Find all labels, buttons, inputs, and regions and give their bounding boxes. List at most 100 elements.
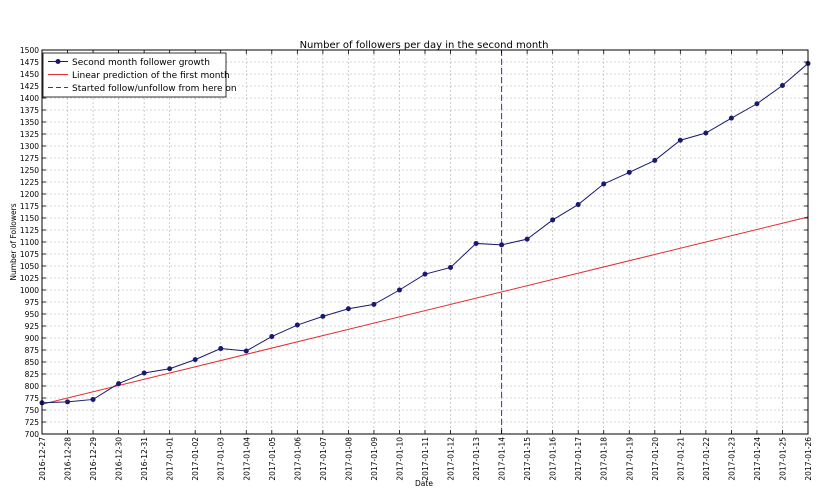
y-tick-label: 1050 [20, 262, 39, 271]
growth-point [243, 348, 249, 354]
growth-point [677, 137, 683, 143]
y-axis-label: Number of Followers [9, 203, 18, 280]
growth-point [218, 346, 224, 352]
y-tick-label: 1325 [20, 130, 39, 139]
growth-point [524, 236, 530, 242]
y-tick-label: 1275 [20, 154, 39, 163]
x-tick-label: 2016-12-29 [89, 437, 98, 481]
x-tick-label: 2017-01-23 [727, 437, 736, 481]
x-tick-label: 2016-12-28 [64, 437, 73, 481]
x-tick-label: 2017-01-01 [166, 437, 175, 481]
x-tick-label: 2017-01-19 [625, 437, 634, 481]
x-tick-label: 2017-01-05 [268, 437, 277, 481]
growth-point [294, 322, 300, 328]
y-tick-label: 1075 [20, 250, 39, 259]
growth-point [448, 264, 454, 270]
legend-label-prediction: Linear prediction of the first month [72, 71, 230, 81]
x-tick-label: 2017-01-22 [702, 437, 711, 481]
y-tick-label: 900 [25, 334, 40, 343]
x-tick-label: 2017-01-25 [778, 437, 787, 481]
x-tick-label: 2017-01-08 [344, 437, 353, 481]
legend: Second month follower growth Linear pred… [42, 52, 237, 98]
growth-point [499, 242, 505, 248]
x-tick-label: 2017-01-20 [651, 437, 660, 481]
growth-point [396, 287, 402, 293]
series-layer [39, 50, 811, 434]
legend-box [42, 52, 227, 98]
y-tick-label: 925 [25, 322, 40, 331]
y-tick-label: 1175 [20, 202, 39, 211]
y-tick-label: 825 [25, 370, 40, 379]
x-tick-label: 2017-01-18 [600, 437, 609, 481]
chart-title: Number of followers per day in the secon… [300, 40, 549, 51]
x-tick-label: 2017-01-04 [242, 437, 251, 481]
x-tick-label: 2017-01-02 [191, 437, 200, 481]
growth-point [550, 217, 556, 223]
y-tick-label: 1450 [20, 70, 39, 79]
growth-point [626, 169, 632, 175]
x-tick-label: 2017-01-10 [395, 437, 404, 481]
growth-point [90, 396, 96, 402]
growth-point [167, 366, 173, 372]
x-tick-label: 2017-01-12 [447, 437, 456, 481]
growth-point [779, 83, 785, 89]
y-tick-label: 700 [25, 430, 40, 439]
x-axis-label: Date [415, 479, 433, 488]
x-tick-label: 2017-01-11 [421, 437, 430, 481]
growth-point [575, 202, 581, 208]
growth-point [116, 381, 122, 387]
growth-point [65, 399, 71, 405]
y-tick-label: 1300 [20, 142, 39, 151]
y-tick-label: 1350 [20, 118, 39, 127]
y-tick-label: 1200 [20, 190, 39, 199]
growth-point [473, 240, 479, 246]
growth-point [703, 130, 709, 136]
y-tick-label: 1125 [20, 226, 39, 235]
y-tick-label: 875 [25, 346, 40, 355]
y-tick-label: 1425 [20, 82, 39, 91]
growth-point [754, 101, 760, 107]
x-tick-label: 2017-01-24 [753, 437, 762, 481]
x-tick-label: 2016-12-31 [140, 437, 149, 481]
growth-point [371, 301, 377, 307]
legend-label-start: Started follow/unfollow from here on [72, 84, 237, 94]
growth-point [141, 370, 147, 376]
growth-point [601, 181, 607, 187]
x-tick-label: 2017-01-26 [804, 437, 813, 481]
y-tick-label: 850 [25, 358, 40, 367]
x-axis: 2016-12-27 2016-12-28 2016-12-29 2016-12-30… [38, 50, 813, 481]
y-tick-label: 1475 [20, 58, 39, 67]
y-tick-label: 800 [25, 382, 40, 391]
y-tick-label: 975 [25, 298, 40, 307]
y-tick-label: 1000 [20, 286, 39, 295]
y-tick-label: 775 [25, 394, 40, 403]
y-tick-label: 1150 [20, 214, 39, 223]
legend-label-growth: Second month follower growth [72, 58, 210, 68]
y-tick-label: 1375 [20, 106, 39, 115]
x-tick-label: 2016-12-30 [115, 437, 124, 481]
growth-point [320, 313, 326, 319]
x-tick-label: 2017-01-16 [549, 437, 558, 481]
growth-point [652, 157, 658, 163]
x-tick-label: 2016-12-27 [38, 437, 47, 481]
y-tick-label: 1100 [20, 238, 39, 247]
x-tick-label: 2017-01-15 [523, 437, 532, 481]
y-tick-label: 725 [25, 418, 40, 427]
growth-point [345, 306, 351, 312]
x-tick-label: 2017-01-07 [319, 437, 328, 481]
x-tick-label: 2017-01-13 [472, 437, 481, 481]
x-tick-label: 2017-01-03 [217, 437, 226, 481]
prediction-line [41, 216, 809, 405]
x-tick-label: 2017-01-14 [498, 437, 507, 481]
x-tick-label: 2017-01-06 [293, 437, 302, 481]
y-tick-label: 950 [25, 310, 40, 319]
x-tick-label: 2017-01-09 [370, 437, 379, 481]
growth-point [269, 334, 275, 340]
y-tick-label: 1400 [20, 94, 39, 103]
legend-marker-growth [55, 59, 61, 64]
growth-point [192, 357, 198, 363]
y-tick-label: 1225 [20, 178, 39, 187]
y-axis: 700 725 750 775 800 825 850 875 900 925 950 975 1000… [20, 46, 808, 439]
y-tick-label: 1250 [20, 166, 39, 175]
